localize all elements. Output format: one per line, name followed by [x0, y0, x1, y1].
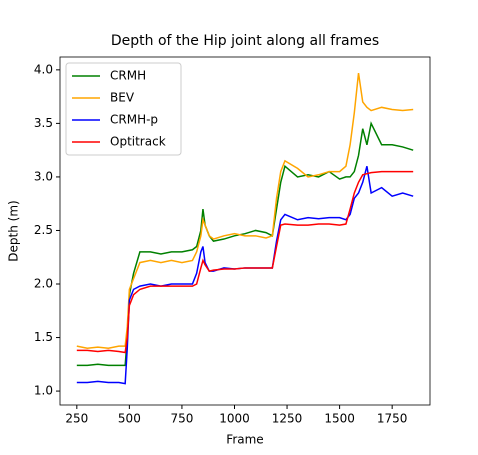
- x-tick-label: 1500: [324, 412, 355, 426]
- y-tick-label: 1.5: [34, 330, 53, 344]
- y-axis-label: Depth (m): [7, 200, 21, 261]
- y-tick-label: 3.0: [34, 169, 53, 183]
- x-tick-label: 1250: [272, 412, 303, 426]
- x-tick-label: 750: [170, 412, 193, 426]
- x-axis-label: Frame: [226, 433, 263, 447]
- y-tick-label: 2.0: [34, 277, 53, 291]
- x-tick-label: 250: [65, 412, 88, 426]
- y-tick-label: 3.5: [34, 116, 53, 130]
- legend-label: CRMH: [110, 69, 146, 83]
- y-tick-label: 4.0: [34, 62, 53, 76]
- legend-frame: [65, 62, 182, 156]
- legend-label: BEV: [110, 91, 135, 105]
- chart-title: Depth of the Hip joint along all frames: [111, 33, 379, 49]
- y-tick-label: 2.5: [34, 223, 53, 237]
- y-tick-label: 1.0: [34, 384, 53, 398]
- data-line: [76, 170, 414, 354]
- data-line: [76, 72, 414, 350]
- x-tick-label: 1000: [219, 412, 250, 426]
- data-line: [76, 166, 414, 385]
- x-tick-label: 500: [118, 412, 141, 426]
- legend: CRMH BEV CRMH-p Optitrack: [65, 62, 182, 156]
- legend-label: CRMH-p: [110, 113, 158, 127]
- axes-frame: [59, 56, 431, 406]
- legend-label: Optitrack: [110, 135, 166, 149]
- x-tick-label: 1750: [377, 412, 408, 426]
